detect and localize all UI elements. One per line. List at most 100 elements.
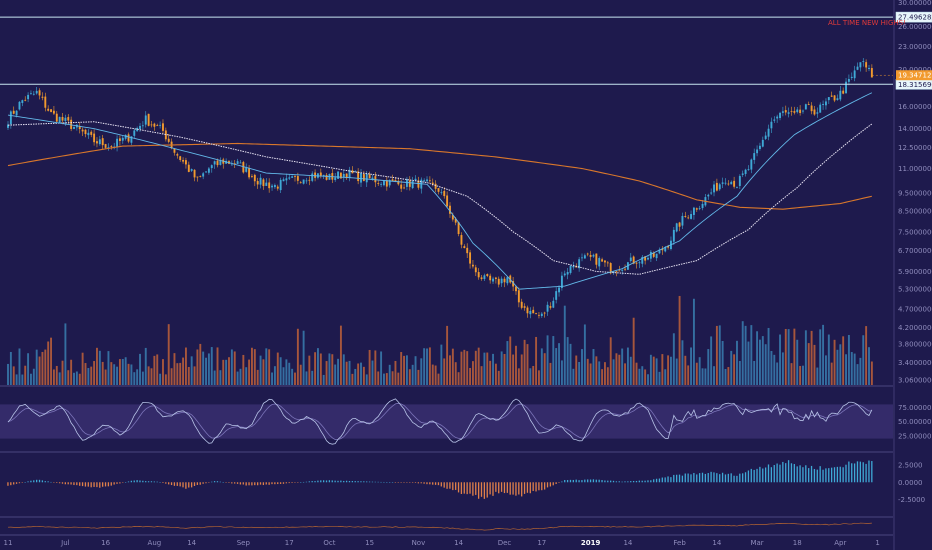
candle-body — [718, 184, 721, 190]
date-tick-label: 2019 — [581, 539, 601, 547]
volume-bar — [322, 374, 325, 385]
volume-bar — [793, 328, 796, 385]
volume-bar — [773, 354, 776, 385]
candle-body — [334, 177, 337, 181]
volume-bar — [483, 352, 486, 385]
candle-body — [282, 179, 285, 182]
candle-body — [271, 185, 273, 188]
volume-bar — [141, 371, 144, 385]
volume-bar — [563, 305, 566, 385]
macd-bar — [162, 482, 164, 483]
volume-bar — [156, 354, 159, 385]
volume-bar — [615, 353, 618, 385]
macd-bar — [213, 481, 216, 483]
macd-bar — [561, 481, 563, 483]
volume-bar — [804, 330, 807, 385]
volume-bar — [405, 355, 408, 385]
volume-bar — [351, 373, 354, 385]
candle-body — [245, 167, 248, 172]
volume-bar — [288, 362, 291, 385]
volume-bar — [583, 324, 586, 385]
stoch-tick-label: 25.00000 — [898, 432, 931, 440]
macd-bar — [53, 482, 55, 483]
candle-body — [21, 100, 24, 103]
volume-bar — [451, 348, 454, 385]
macd-bar — [802, 467, 804, 483]
volume-bar — [670, 356, 672, 385]
stoch-k-line — [7, 398, 873, 445]
macd-bar — [366, 481, 368, 483]
macd-bar — [173, 482, 176, 486]
candle-body — [644, 256, 647, 261]
volume-bar — [753, 360, 756, 385]
candle-body — [110, 146, 113, 147]
macd-bar — [277, 482, 279, 485]
candle-body — [319, 172, 322, 177]
macd-bar — [589, 479, 592, 483]
macd-bar — [79, 482, 81, 486]
candle-body — [38, 90, 41, 96]
macd-tick-label: -2.5000 — [898, 496, 925, 504]
candle-body — [810, 105, 813, 112]
stoch-tick-label: 75.00000 — [898, 404, 931, 412]
macd-bar — [526, 482, 529, 493]
candle-body — [629, 257, 632, 262]
macd-bar — [713, 472, 715, 483]
volume-bar — [781, 352, 784, 385]
date-tick-label: 17 — [537, 539, 546, 547]
volume-bar — [414, 356, 417, 385]
volume-bar — [253, 349, 256, 385]
volume-bar — [776, 362, 779, 385]
candle-body — [474, 267, 477, 273]
candle-body — [179, 156, 182, 160]
macd-bar — [136, 480, 138, 483]
volume-bar — [127, 363, 130, 385]
macd-bar — [787, 460, 790, 483]
macd-bar — [704, 473, 707, 483]
candle-body — [833, 95, 836, 101]
macd-bar — [868, 460, 870, 483]
candle-body — [265, 182, 268, 186]
volume-bar — [764, 344, 767, 385]
macd-bar — [730, 473, 732, 483]
candle-body — [480, 277, 483, 280]
candle-body — [736, 186, 738, 188]
candle-body — [35, 90, 38, 94]
macd-bar — [150, 481, 153, 483]
candle-body — [385, 180, 388, 187]
candle-body — [601, 259, 604, 262]
volume-bar — [273, 366, 276, 385]
volume-bar — [190, 356, 193, 385]
volume-bar — [383, 373, 385, 385]
macd-bar — [587, 479, 589, 483]
date-tick-label: 18 — [793, 539, 802, 547]
volume-bar — [830, 362, 833, 385]
candle-body — [383, 180, 385, 186]
candle-body — [690, 214, 693, 219]
candle-body — [707, 194, 710, 197]
volume-bar — [836, 349, 839, 385]
candle-body — [684, 216, 687, 217]
candle-body — [342, 173, 345, 178]
macd-bar — [400, 482, 402, 483]
macd-bar — [340, 480, 342, 483]
candle-body — [337, 171, 339, 179]
macd-bar — [279, 482, 282, 484]
macd-bar — [655, 478, 658, 483]
volume-bar — [658, 371, 661, 385]
date-tick-label: 1 — [875, 539, 879, 547]
macd-bar — [871, 461, 873, 483]
volume-bar — [756, 331, 759, 385]
macd-bar — [110, 482, 112, 486]
macd-bar — [61, 482, 64, 484]
candle-body — [770, 121, 773, 129]
candle-body — [239, 162, 242, 164]
volume-bar — [845, 354, 847, 385]
macd-bar — [406, 482, 408, 483]
volume-bar — [480, 366, 483, 385]
macd-bar — [822, 469, 824, 483]
macd-bar — [521, 482, 523, 497]
macd-bar — [529, 482, 531, 494]
macd-bar — [383, 481, 385, 483]
macd-bar — [99, 482, 101, 488]
